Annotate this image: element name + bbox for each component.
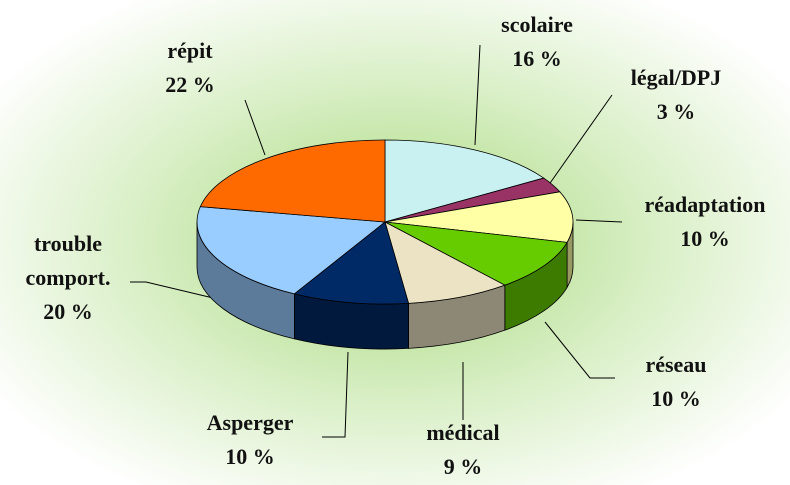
leader-line [474,44,481,146]
data-label: légal/DPJ 3 % [631,61,721,129]
value-label: 10 % [680,226,730,251]
data-label: trouble comport. 20 % [13,227,123,329]
data-label: réseau 10 % [645,348,706,416]
data-label: réadaptation 10 % [645,188,766,256]
slice [384,221,568,286]
slice [384,221,506,304]
value-label: 10 % [225,444,275,469]
leader-line [130,281,231,303]
category-label: trouble comport. [25,231,111,290]
value-label: 20 % [43,299,93,324]
value-label: 22 % [165,72,215,97]
leader-line [575,219,623,223]
data-label: répit 22 % [165,34,215,102]
data-label: Asperger 10 % [207,406,294,474]
slice [196,206,387,295]
category-label: scolaire [501,12,573,37]
slice [384,139,545,223]
pie-tops [196,139,574,305]
category-label: légal/DPJ [630,65,722,90]
leader-line [244,99,266,156]
category-label: Asperger [206,410,294,435]
data-label: scolaire 16 % [501,8,573,76]
slice [384,191,574,243]
category-label: médical [426,420,500,445]
slice [199,139,386,223]
value-label: 3 % [656,99,696,124]
slice [293,221,410,305]
value-label: 9 % [443,454,483,479]
leader-line [547,94,613,187]
category-label: répit [167,38,213,63]
data-label: médical 9 % [426,416,499,484]
category-label: réadaptation [644,192,766,217]
leader-lines [130,44,623,438]
leader-line [544,321,615,379]
category-label: réseau [645,352,707,377]
value-label: 16 % [512,46,562,71]
value-label: 10 % [651,386,701,411]
leader-line [322,351,349,438]
